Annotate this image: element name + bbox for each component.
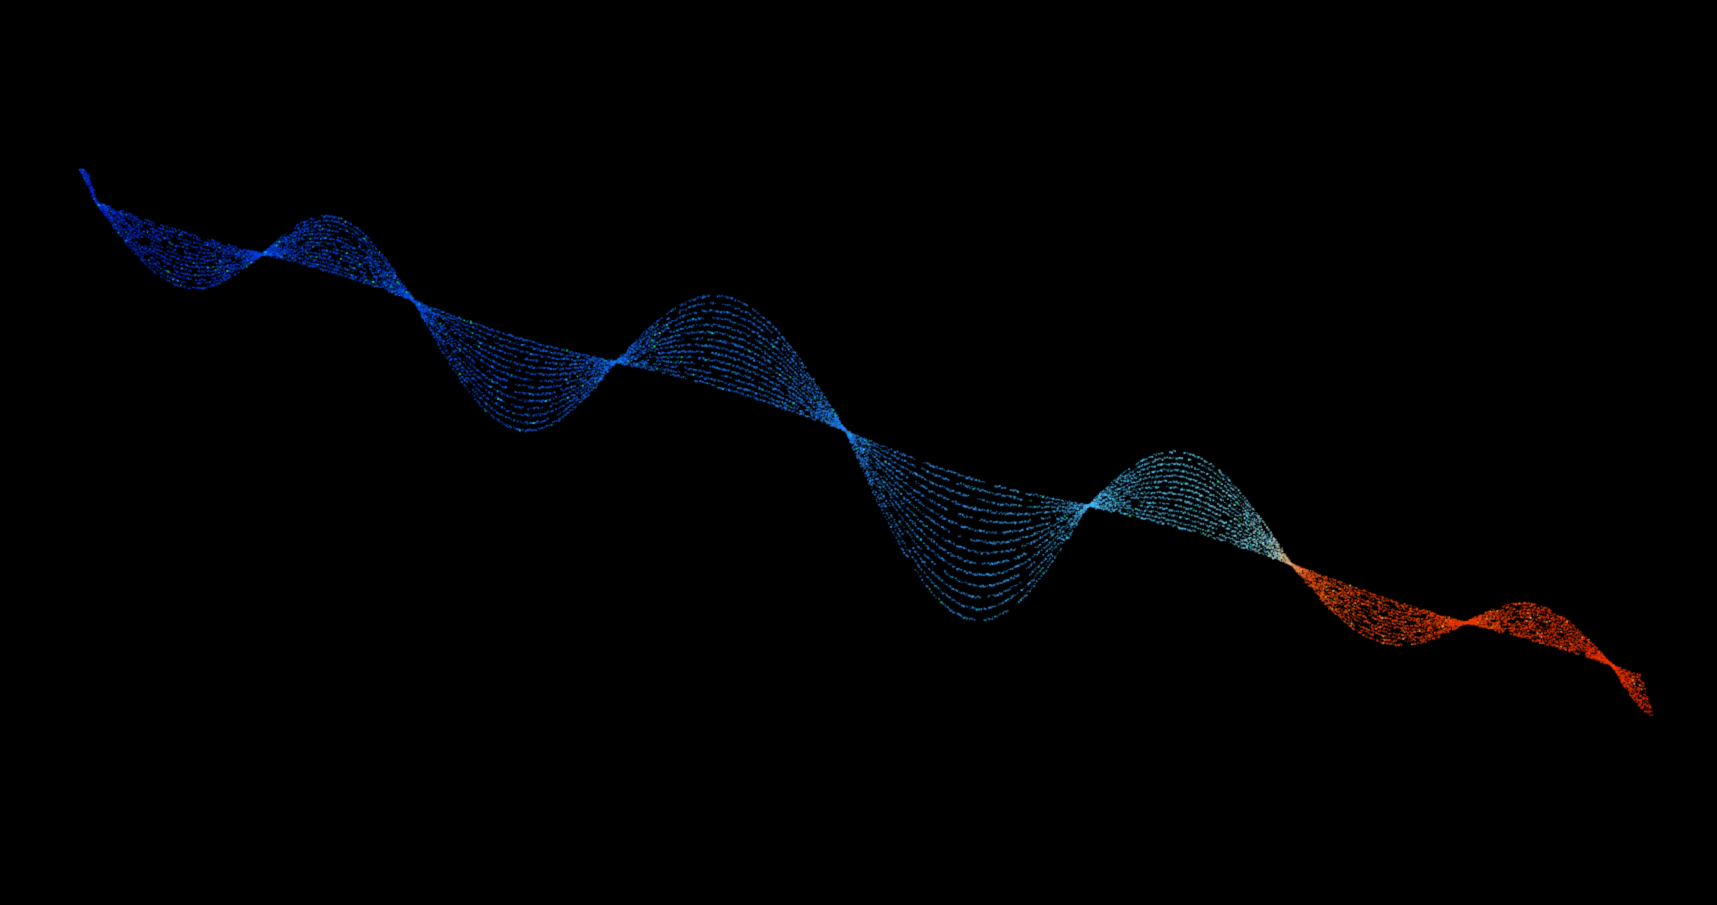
artwork-stage — [0, 0, 1717, 905]
wave-ribbon-canvas — [0, 0, 1717, 905]
